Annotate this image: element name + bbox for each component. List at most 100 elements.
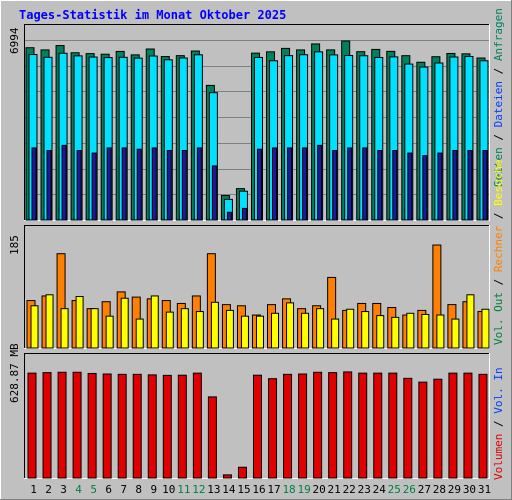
bar-besuche-day-31 [481,308,490,349]
bar-seiten-day-26 [407,152,413,221]
legend-volumen-label: Volumen [492,434,505,480]
bar-volumen-day-21 [328,372,338,479]
right-legend-middle: Vol. Out / Rechner / Besuche [492,160,505,345]
bar-besuche-day-2 [45,294,54,349]
bar-besuche-day-7 [120,297,129,349]
bar-seiten-day-25 [392,150,398,221]
bar-besuche-day-22 [346,308,355,349]
bar-besuche-day-13 [210,301,219,349]
bar-volumen-day-27 [418,381,428,479]
bar-besuche-day-23 [361,311,370,349]
bar-seiten-day-19 [302,147,308,221]
bar-besuche-day-8 [135,318,144,349]
legend-middle-text: Vol. Out / Rechner / Besuche [492,160,505,345]
bar-volumen-day-9 [147,374,157,479]
x-tick-label-day-6: 6 [105,483,112,496]
bar-besuche-day-3 [60,308,69,349]
bar-volumen-day-29 [448,372,458,479]
right-legend-top: Seiten / Dateien / Anfragen [492,8,505,187]
x-tick-label-day-18: 18 [282,483,295,496]
legend-separator: / [492,61,505,81]
bar-besuche-day-18 [286,302,295,349]
bar-seiten-day-17 [272,147,278,221]
bar-volumen-day-14 [222,474,232,479]
bar-seiten-day-22 [347,147,353,221]
bar-seiten-day-12 [196,147,202,221]
x-tick-label-day-11: 11 [177,483,190,496]
bar-seiten-day-5 [91,152,97,221]
panel-bottom-max-label: 628.87 MB [8,343,21,403]
bar-besuche-day-1 [30,305,39,349]
x-tick-label-day-21: 21 [328,483,341,496]
bar-seiten-day-6 [106,147,112,221]
bar-besuche-day-20 [316,308,325,349]
bar-seiten-day-14 [226,211,232,221]
legend-separator: / [492,127,505,147]
bar-besuche-day-14 [225,309,234,349]
bar-seiten-day-9 [151,147,157,221]
bar-seiten-day-20 [317,144,323,221]
x-tick-label-day-4: 4 [75,483,82,496]
bar-volumen-day-17 [268,378,278,479]
x-tick-label-day-9: 9 [150,483,157,496]
bar-volumen-day-12 [192,372,202,479]
bar-volumen-day-7 [117,373,127,479]
x-tick-label-day-13: 13 [207,483,220,496]
x-tick-label-day-20: 20 [313,483,326,496]
x-tick-label-day-22: 22 [343,483,356,496]
bar-volumen-day-28 [433,378,443,479]
bar-volumen-day-23 [358,372,368,479]
bar-besuche-day-6 [105,315,114,349]
panel-middle-bars [26,244,490,349]
x-tick-label-day-17: 17 [267,483,280,496]
bar-besuche-day-26 [406,312,415,349]
bar-besuche-day-28 [436,314,445,349]
bar-volumen-day-31 [478,373,488,479]
x-tick-label-day-3: 3 [60,483,67,496]
bar-seiten-day-15 [241,207,247,221]
legend-vol-in-label: Vol. In [492,367,505,413]
bar-volumen-day-6 [102,373,112,479]
x-tick-label-day-30: 30 [463,483,476,496]
legend-besuche-label: Besuche [492,160,505,206]
x-tick-label-day-8: 8 [135,483,142,496]
chart-title: Tages-Statistik im Monat Oktober 2025 [19,8,286,22]
x-tick-label-day-14: 14 [222,483,236,496]
x-tick-label-day-31: 31 [478,483,491,496]
right-legend-bottom: Volumen / Vol. In [492,367,505,480]
bar-seiten-day-10 [166,150,172,221]
panel-middle: 185 [8,225,490,349]
bar-seiten-day-27 [422,155,428,221]
x-tick-label-day-23: 23 [358,483,371,496]
bar-volumen-day-19 [298,373,308,479]
bar-besuche-day-17 [271,312,280,349]
bar-besuche-day-21 [331,318,340,349]
bar-besuche-day-5 [90,308,99,349]
x-tick-label-day-25: 25 [388,483,401,496]
chart-panels: 6994 185 628.87 MB [8,24,490,479]
bar-volumen-day-16 [252,374,262,479]
x-tick-label-day-24: 24 [373,483,387,496]
x-tick-label-day-26: 26 [403,483,416,496]
bar-volumen-day-3 [57,371,67,479]
bar-besuche-day-4 [75,296,84,349]
bar-seiten-day-7 [121,147,127,221]
bar-volumen-day-11 [177,374,187,479]
x-tick-label-day-2: 2 [45,483,52,496]
bar-besuche-day-30 [466,294,475,349]
bar-volumen-day-30 [463,372,473,479]
bar-seiten-day-29 [452,150,458,221]
x-tick-label-day-19: 19 [297,483,310,496]
legend-rechner-label: Rechner [492,225,505,272]
x-tick-label-day-29: 29 [448,483,461,496]
bar-seiten-day-16 [256,148,262,221]
bar-volumen-day-22 [343,371,353,479]
legend-separator: / [492,206,505,226]
bar-besuche-day-15 [240,315,249,349]
x-tick-label-day-28: 28 [433,483,446,496]
bar-besuche-day-27 [421,313,430,349]
legend-vol-out-label: Vol. Out [492,292,505,345]
panel-bottom-bars [27,371,488,479]
bar-besuche-day-9 [150,295,159,349]
